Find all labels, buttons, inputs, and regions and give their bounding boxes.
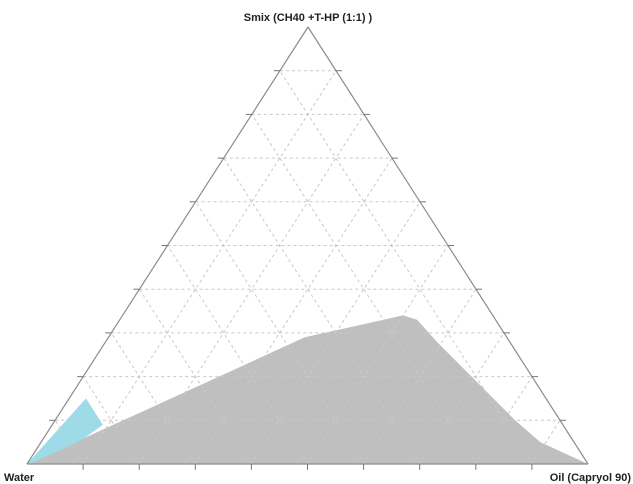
- water-vertex-label: Water: [4, 472, 35, 484]
- grid-line-water: [223, 157, 421, 465]
- region-blue: [27, 398, 103, 464]
- grid-lines: [54, 70, 561, 465]
- tick-marks: [49, 70, 566, 470]
- grid-line-water: [54, 420, 84, 465]
- smix-vertex-label: Smix (CH40 +T-HP (1:1) ): [244, 12, 373, 24]
- grid-line-oil: [419, 332, 505, 465]
- region-gray: [27, 315, 588, 464]
- grid-line-water: [167, 245, 308, 465]
- grid-line-water: [82, 376, 140, 465]
- grid-line-oil: [363, 288, 477, 465]
- grid-line-water: [138, 288, 252, 465]
- grid-line-oil: [307, 245, 449, 465]
- grid-line-oil: [531, 420, 561, 465]
- grid-line-water: [110, 332, 196, 465]
- oil-vertex-label: Oil (Capryol 90): [550, 472, 632, 484]
- grid-line-oil: [475, 376, 533, 465]
- phase-regions: [27, 315, 588, 464]
- grid-line-oil: [194, 157, 393, 465]
